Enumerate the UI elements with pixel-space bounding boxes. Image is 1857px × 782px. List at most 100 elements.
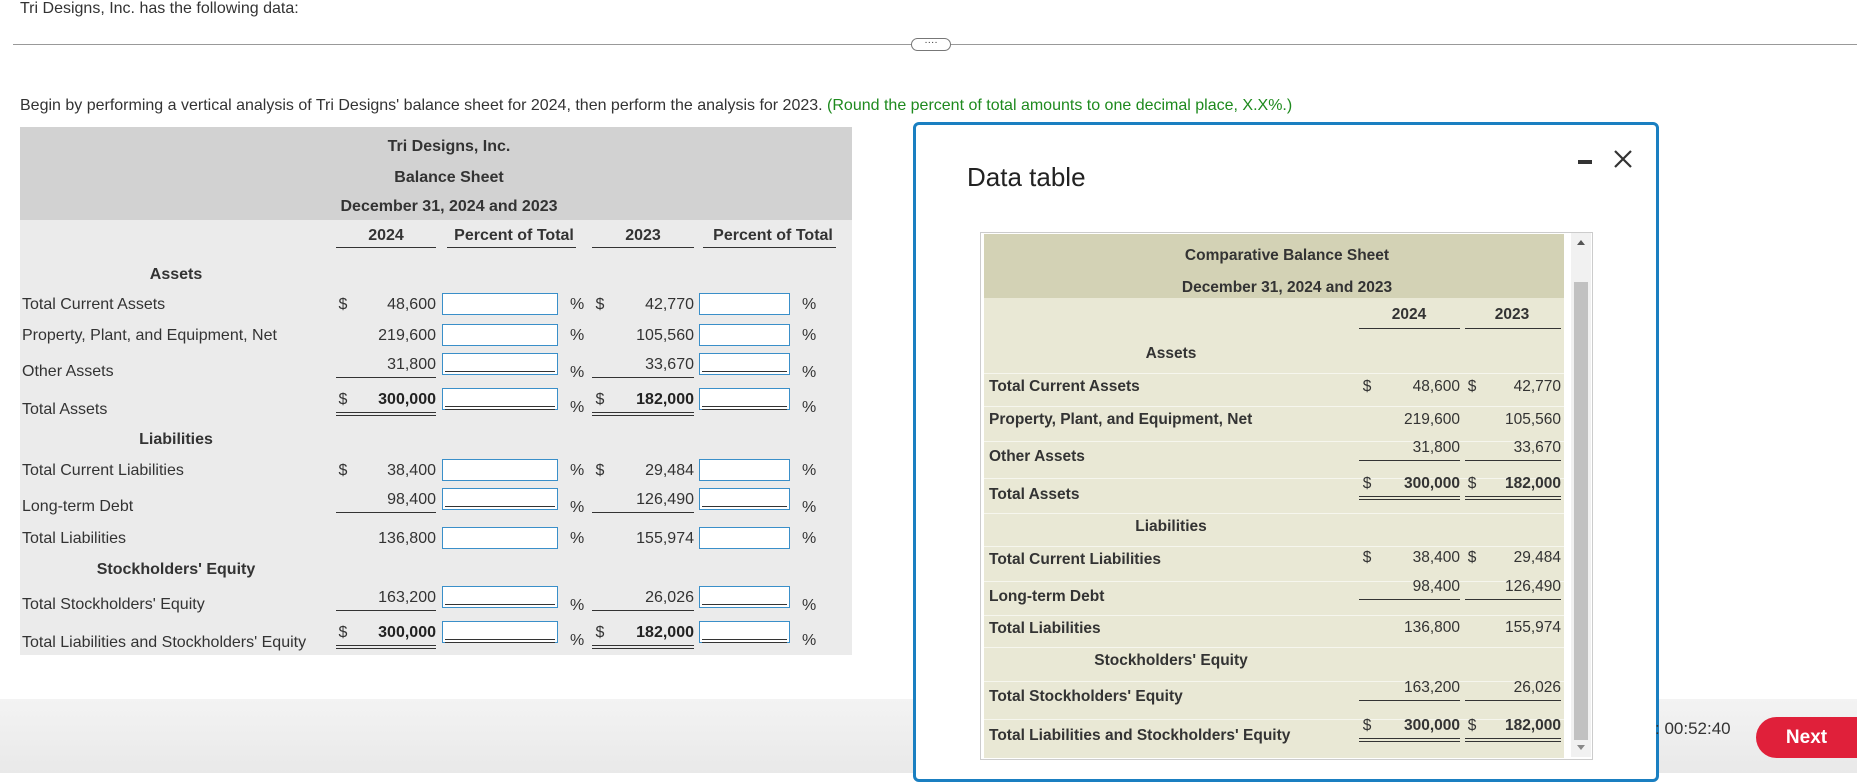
percent-sign: % [802,530,817,547]
timer: : 00:52:40 [1655,719,1731,738]
intro: Tri Designs, Inc. has the following data… [20,0,299,17]
percent-input[interactable] [699,353,790,375]
percent-sign: % [570,499,585,516]
value-2024: 136,800 [378,530,436,547]
percent-sign: % [802,499,817,516]
underline [1359,738,1460,739]
scrollbar[interactable] [1571,233,1591,757]
value-2023: 126,490 [1504,578,1561,595]
percent-input[interactable] [442,527,558,549]
underline [1359,460,1460,461]
column-underline [1359,328,1460,329]
underline [336,412,436,413]
currency: $ [338,391,348,408]
data-table-header [984,234,1564,298]
percent-sign: % [570,597,585,614]
currency: $ [1467,717,1477,734]
value-2024: 219,600 [1403,411,1460,428]
underline [445,409,555,410]
row-label: Property, Plant, and Equipment, Net [989,411,1253,428]
worksheet-header [20,127,852,220]
row-label: Total Current Assets [22,296,166,313]
underline [336,610,436,611]
percent-input[interactable] [442,488,558,510]
currency: $ [338,462,348,479]
percent-sign: % [802,597,817,614]
underline [592,412,694,413]
percent-sign: % [570,296,585,313]
percent-input[interactable] [442,586,558,608]
percent-input[interactable] [699,527,790,549]
currency: $ [338,624,348,641]
underline [1359,599,1460,600]
row-separator [984,513,1564,514]
value-2024: 300,000 [1403,717,1460,734]
value-2024: 38,400 [387,462,436,479]
underline [336,415,436,416]
value-2024: 300,000 [1403,475,1460,492]
underline [445,639,555,640]
currency: $ [1467,549,1477,566]
row-label: Long-term Debt [22,498,134,515]
row-separator [984,647,1564,648]
row-label: Total Liabilities and Stockholders' Equi… [989,727,1291,744]
value-2024: 98,400 [1412,578,1460,595]
value-2024: 98,400 [387,491,436,508]
underline [1465,599,1561,600]
percent-sign: % [802,364,817,381]
value-2023: 155,974 [1504,619,1561,636]
currency: $ [1362,475,1372,492]
value-2023: 29,484 [1513,549,1561,566]
value-2024: 31,800 [387,356,436,373]
percent-sign: % [570,399,585,416]
underline [702,506,787,507]
close-button[interactable] [1614,150,1632,168]
underline [445,604,555,605]
expand-handle[interactable]: ···· [911,38,951,51]
percent-input[interactable] [442,353,558,375]
percent-input[interactable] [442,459,558,481]
value-2024: 219,600 [378,327,436,344]
percent-input[interactable] [442,293,558,315]
percent-input[interactable] [699,459,790,481]
percent-input[interactable] [699,488,790,510]
instructions: Begin by performing a vertical analysis … [20,97,1292,115]
scrollbar-thumb[interactable] [1574,282,1588,740]
row-label: Total Liabilities and Stockholders' Equi… [22,634,307,651]
underline [1465,700,1561,701]
percent-sign: % [802,462,817,479]
value-2024: 300,000 [378,391,436,408]
percent-sign: % [570,462,585,479]
percent-sign: % [802,327,817,344]
worksheet-date: December 31, 2024 and 2023 [340,198,558,215]
underline [1359,741,1460,742]
underline [702,642,787,643]
underline [1465,738,1561,739]
underline [1359,499,1460,500]
next-button[interactable]: Next [1756,717,1857,758]
value-2023: 105,560 [1504,411,1561,428]
row-label: Long-term Debt [989,588,1105,605]
percent-sign: % [570,327,585,344]
value-2023: 29,484 [645,462,694,479]
percent-input[interactable] [699,293,790,315]
percent-input[interactable] [442,324,558,346]
value-2024: 163,200 [1403,679,1460,696]
value-2024: 300,000 [378,624,436,641]
underline [592,648,694,649]
percent-input[interactable] [699,586,790,608]
row-label: Other Assets [22,363,114,380]
percent-input[interactable] [699,324,790,346]
underline [445,506,555,507]
percent-sign: % [802,296,817,313]
row-separator [984,545,1564,547]
value-2023: 126,490 [636,491,694,508]
value-2024: 136,800 [1403,619,1460,636]
underline [702,371,787,372]
underline [445,371,555,372]
underline [592,645,694,646]
value-2023: 182,000 [636,624,694,641]
underline [1465,496,1561,497]
column-header: 2024 [1391,306,1427,323]
column-header: 2023 [1494,306,1530,323]
